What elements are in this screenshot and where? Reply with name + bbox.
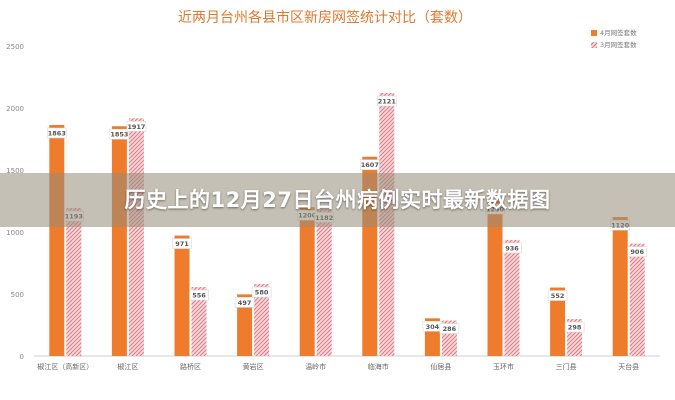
- legend-label: 4月网签套数: [600, 28, 637, 37]
- legend-label: 3月网签套数: [600, 40, 637, 49]
- data-label: 1853: [110, 131, 128, 139]
- bar-apr: [111, 126, 127, 356]
- data-label: 286: [443, 325, 457, 333]
- y-tick-label: 2000: [6, 105, 24, 113]
- data-label: 936: [505, 244, 519, 252]
- x-tick-label: 临海市: [368, 362, 389, 371]
- x-tick-label: 椒江区（高新区）: [37, 362, 93, 371]
- bar-apr: [487, 201, 503, 356]
- x-tick-label: 温岭市: [305, 362, 326, 371]
- bar-apr: [550, 287, 566, 356]
- data-label-box: [126, 120, 147, 132]
- data-label-box: [46, 127, 67, 139]
- y-tick-label: 1500: [6, 167, 24, 175]
- data-label: 906: [630, 248, 644, 256]
- y-tick-label: 500: [11, 291, 24, 299]
- data-label-box: [502, 242, 522, 254]
- bar-apr: [612, 217, 628, 356]
- y-tick-label: 0: [20, 353, 24, 361]
- x-tick-label: 三门县: [556, 362, 577, 371]
- data-label-box: [627, 246, 648, 257]
- data-label: 497: [238, 299, 252, 307]
- data-label: 2121: [378, 97, 397, 105]
- legend: 4月网签套数 3月网签套数: [591, 28, 637, 49]
- data-label-box: [172, 238, 192, 249]
- overlay-title: 历史上的12月27日台州病例实时最新数据图: [124, 188, 551, 212]
- data-label: 304: [426, 323, 440, 331]
- y-tick-label: 2500: [6, 43, 24, 51]
- x-tick-label: 路桥区: [180, 362, 201, 371]
- x-tick-label: 仙居县: [430, 362, 451, 371]
- bar-apr: [237, 294, 253, 356]
- data-label-box: [359, 159, 380, 171]
- bar-mar: [191, 287, 207, 356]
- bar-mar: [504, 239, 520, 356]
- bar-apr: [49, 124, 65, 356]
- data-label: 298: [568, 324, 582, 332]
- data-label-box: [547, 290, 568, 301]
- chart-title: 近两月台州各县市区新房网签统计对比（套数）: [178, 9, 472, 26]
- x-tick-label: 玉环市: [493, 362, 514, 371]
- data-label: 580: [255, 289, 269, 297]
- bar-mar: [128, 118, 144, 357]
- bar-mar: [254, 284, 270, 356]
- data-label-box: [109, 128, 130, 140]
- data-label-box: [189, 289, 209, 301]
- data-label-box: [439, 323, 460, 334]
- y-tick-label: 1000: [6, 229, 24, 237]
- data-label: 971: [175, 240, 189, 248]
- x-tick-label: 黄岩区: [243, 362, 264, 371]
- bar-apr: [299, 207, 315, 356]
- bar-mar: [316, 209, 332, 356]
- title-overlay-banner: 历史上的12月27日台州病例实时最新数据图: [0, 173, 675, 227]
- bar-mar: [66, 208, 82, 356]
- data-label-box: [564, 321, 585, 333]
- x-tick-label: 天台县: [618, 362, 639, 371]
- data-label: 1863: [48, 129, 66, 137]
- x-tick-label: 椒江区: [117, 362, 138, 371]
- bar-mar: [629, 243, 645, 356]
- data-label: 1607: [361, 161, 379, 169]
- legend-swatch: [591, 30, 597, 36]
- data-label: 552: [551, 292, 565, 300]
- legend-swatch: [591, 42, 597, 48]
- bar-apr: [174, 235, 190, 356]
- data-label-box: [234, 297, 255, 308]
- data-label-box: [376, 95, 397, 107]
- data-label: 1917: [127, 123, 145, 131]
- data-label: 556: [192, 292, 206, 300]
- data-label-box: [251, 286, 272, 298]
